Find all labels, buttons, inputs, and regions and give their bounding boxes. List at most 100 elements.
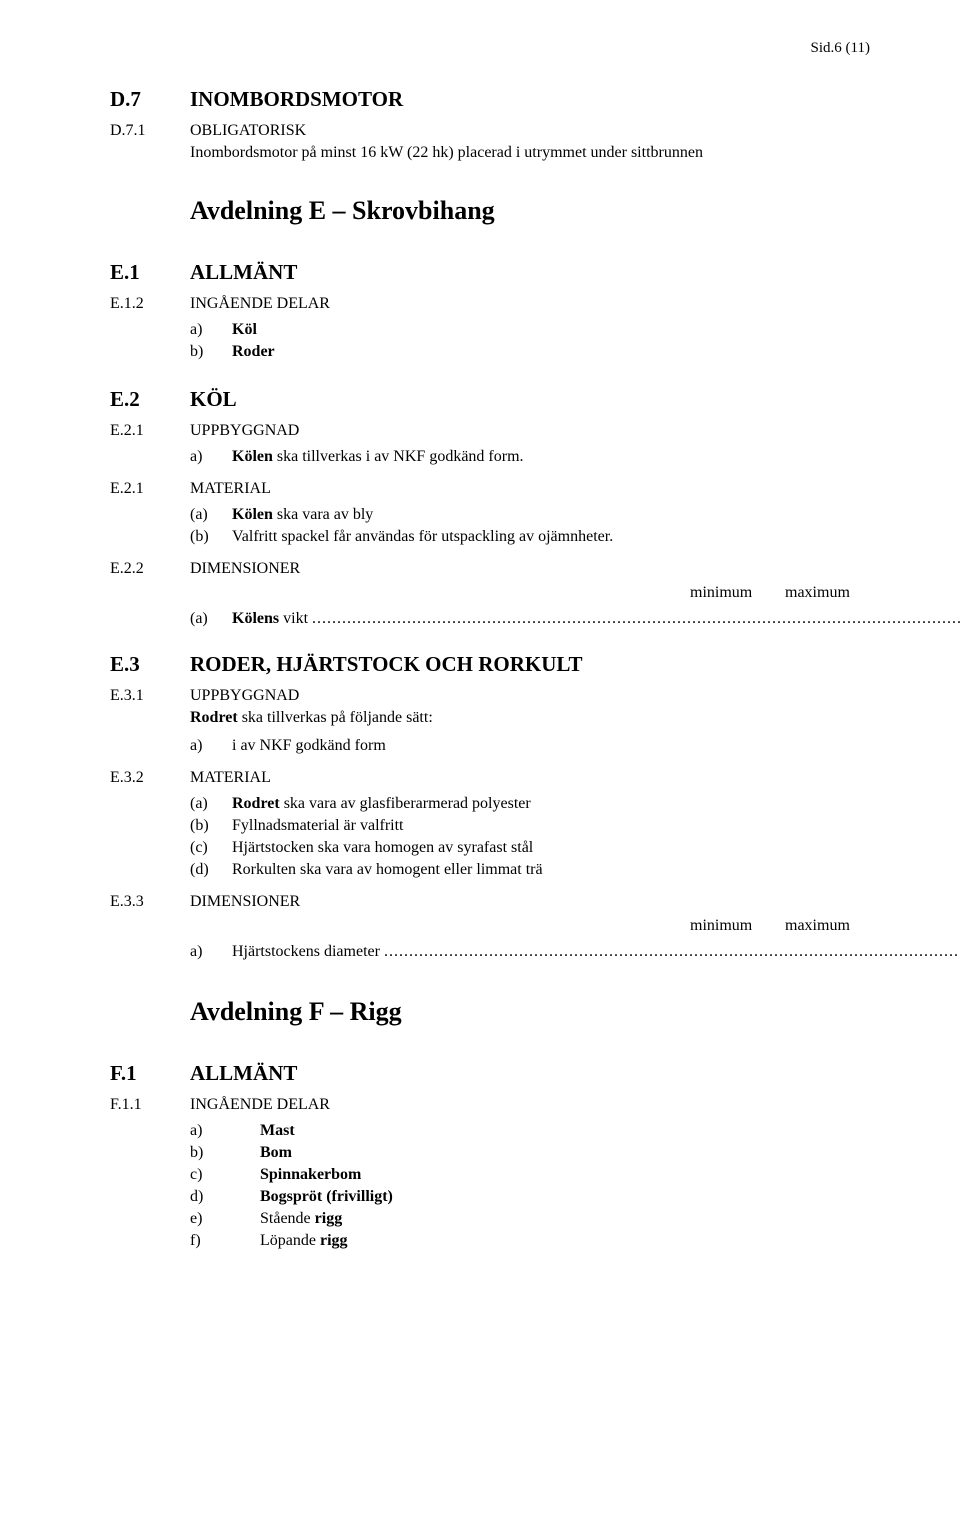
subsection-number: E.2.1 (110, 422, 190, 440)
paragraph: Inombordsmotor på minst 16 kW (22 hk) pl… (110, 144, 870, 162)
list-row: a) i av NKF godkänd form (110, 733, 870, 759)
list-marker: a) (190, 737, 232, 755)
dim-header-row: minimum maximum (110, 582, 870, 604)
subsection-number: E.3.1 (110, 687, 190, 705)
dim-marker: a) (190, 943, 232, 961)
division-f-row: Avdelning F – Rigg (110, 969, 870, 1039)
list-item: e) Stående rigg (190, 1210, 870, 1228)
section-number: E.1 (110, 260, 190, 285)
list-marker: a) (190, 1122, 260, 1140)
list-marker: b) (190, 1144, 260, 1162)
section-title: INOMBORDSMOTOR (190, 87, 870, 112)
subsection-number: E.2.1 (110, 480, 190, 498)
list-row: a) Köl b) Roder (110, 317, 870, 365)
subsection-e21m: E.2.1 MATERIAL (110, 480, 870, 498)
list-item: (b) Fyllnadsmaterial är valfritt (190, 817, 870, 835)
division-e-row: Avdelning E – Skrovbihang (110, 168, 870, 238)
list-marker: e) (190, 1210, 260, 1228)
dim-label: Hjärtstockens diameter (232, 943, 384, 961)
subsection-e31: E.3.1 UPPBYGGNAD (110, 687, 870, 705)
subsection-e33: E.3.3 DIMENSIONER (110, 893, 870, 911)
list-item: a) Kölen ska tillverkas i av NKF godkänd… (190, 448, 870, 466)
section-title: ALLMÄNT (190, 1061, 870, 1086)
list-marker: a) (190, 321, 232, 339)
dim-row: a) Hjärtstockens diameter ..............… (110, 943, 870, 963)
subsection-number: D.7.1 (110, 122, 190, 140)
list-text: Bogspröt (frivilligt) (260, 1188, 870, 1206)
list-row: a) Kölen ska tillverkas i av NKF godkänd… (110, 444, 870, 470)
list-item: f) Löpande rigg (190, 1232, 870, 1250)
section-title: ALLMÄNT (190, 260, 870, 285)
paragraph-text: Inombordsmotor på minst 16 kW (22 hk) pl… (190, 144, 870, 162)
list-marker: (b) (190, 817, 232, 835)
list-text: Bom (260, 1144, 870, 1162)
section-number: E.2 (110, 387, 190, 412)
subsection-number: E.2.2 (110, 560, 190, 578)
list-item: (b) Valfritt spackel får användas för ut… (190, 528, 870, 546)
list-marker: (c) (190, 839, 232, 857)
section-title: KÖL (190, 387, 870, 412)
subsection-number: E.3.2 (110, 769, 190, 787)
list-text: Spinnakerbom (260, 1166, 870, 1184)
list-text: Roder (232, 343, 870, 361)
list-text: Fyllnadsmaterial är valfritt (232, 817, 870, 835)
list-marker: b) (190, 343, 232, 361)
list-item: a) Köl (190, 321, 870, 339)
dim-row: (a) Kölens vikt ........................… (110, 610, 870, 630)
subsection-title: INGÅENDE DELAR (190, 295, 870, 313)
dim-max-header: maximum (785, 917, 870, 935)
dim-dots: ........................................… (384, 943, 960, 961)
list-row: a) Mast b) Bom c) Spinnakerbom d) Bogspr… (110, 1118, 870, 1254)
section-e2: E.2 KÖL (110, 387, 870, 412)
list-text: Valfritt spackel får användas för utspac… (232, 528, 870, 546)
subsection-f11: F.1.1 INGÅENDE DELAR (110, 1096, 870, 1114)
list-item: (d) Rorkulten ska vara av homogent eller… (190, 861, 870, 879)
list-text: Kölen ska vara av bly (232, 506, 870, 524)
subsection-title: DIMENSIONER (190, 893, 870, 911)
dim-min-header: minimum (690, 917, 785, 935)
list-item: b) Roder (190, 343, 870, 361)
list-marker: c) (190, 1166, 260, 1184)
subsection-title: OBLIGATORISK (190, 122, 870, 140)
paragraph: Rodret ska tillverkas på följande sätt: (110, 709, 870, 727)
dim-max-header: maximum (785, 584, 870, 602)
dim-header-row: minimum maximum (110, 915, 870, 937)
list-text: Köl (232, 321, 870, 339)
subsection-e22: E.2.2 DIMENSIONER (110, 560, 870, 578)
subsection-title: DIMENSIONER (190, 560, 870, 578)
list-marker: (a) (190, 795, 232, 813)
list-marker: (a) (190, 506, 232, 524)
subsection-d71: D.7.1 OBLIGATORISK (110, 122, 870, 140)
section-f1: F.1 ALLMÄNT (110, 1061, 870, 1086)
subsection-title: INGÅENDE DELAR (190, 1096, 870, 1114)
dim-min-header: minimum (690, 584, 785, 602)
section-number: E.3 (110, 652, 190, 677)
dim-dots: ........................................… (312, 610, 960, 628)
list-text: Stående rigg (260, 1210, 870, 1228)
subsection-number: E.1.2 (110, 295, 190, 313)
page-number: Sid.6 (11) (110, 40, 870, 57)
subsection-title: MATERIAL (190, 769, 870, 787)
subsection-title: MATERIAL (190, 480, 870, 498)
list-item: (a) Kölen ska vara av bly (190, 506, 870, 524)
list-text: Hjärtstocken ska vara homogen av syrafas… (232, 839, 870, 857)
section-number: D.7 (110, 87, 190, 112)
paragraph-text: Rodret ska tillverkas på följande sätt: (190, 709, 870, 727)
subsection-number: F.1.1 (110, 1096, 190, 1114)
list-marker: d) (190, 1188, 260, 1206)
division-e-title: Avdelning E – Skrovbihang (190, 196, 870, 226)
list-item: b) Bom (190, 1144, 870, 1162)
list-text: Löpande rigg (260, 1232, 870, 1250)
section-title: RODER, HJÄRTSTOCK OCH RORKULT (190, 652, 870, 677)
list-item: d) Bogspröt (frivilligt) (190, 1188, 870, 1206)
section-e3: E.3 RODER, HJÄRTSTOCK OCH RORKULT (110, 652, 870, 677)
section-number: F.1 (110, 1061, 190, 1086)
list-text: Kölen ska tillverkas i av NKF godkänd fo… (232, 448, 870, 466)
subsection-e32: E.3.2 MATERIAL (110, 769, 870, 787)
list-marker: f) (190, 1232, 260, 1250)
list-item: a) i av NKF godkänd form (190, 737, 870, 755)
list-marker: (b) (190, 528, 232, 546)
subsection-number: E.3.3 (110, 893, 190, 911)
list-item: (a) Rodret ska vara av glasfiberarmerad … (190, 795, 870, 813)
subsection-title: UPPBYGGNAD (190, 687, 870, 705)
